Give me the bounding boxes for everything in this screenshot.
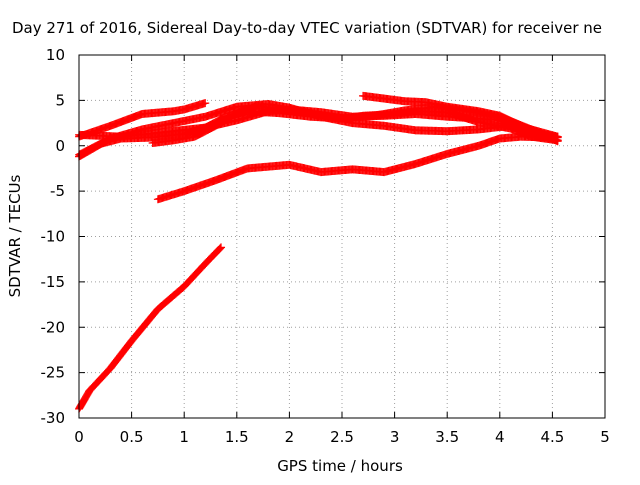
data-point <box>216 244 225 253</box>
x-tick-label: 3.5 <box>435 428 459 446</box>
x-tick-label: 2 <box>285 428 295 446</box>
y-tick-label: -15 <box>41 273 66 291</box>
y-tick-label: 5 <box>55 91 65 109</box>
data-point <box>217 243 226 252</box>
x-tick-label: 0.5 <box>120 428 144 446</box>
y-tick-label: -10 <box>41 228 66 246</box>
x-tick-label: 3 <box>390 428 400 446</box>
x-tick-label: 5 <box>600 428 610 446</box>
data-point <box>201 99 210 108</box>
series-track-1 <box>75 243 226 413</box>
x-axis-title: GPS time / hours <box>277 457 403 475</box>
data-point <box>553 133 562 142</box>
series-layer <box>75 91 562 413</box>
series-track-6 <box>148 101 562 148</box>
y-tick-label: -25 <box>41 364 66 382</box>
y-tick-label: -5 <box>50 182 65 200</box>
x-tick-label: 1 <box>179 428 189 446</box>
y-axis-title: SDTVAR / TECUs <box>6 174 24 297</box>
tick-layer: 0 0.5 1 1.5 2 2.5 3 3.5 4 4.5 5 -30 -25 -20 -15 -10 -5 0 5… <box>41 46 610 446</box>
chart-title: Day 271 of 2016, Sidereal Day-to-day VTE… <box>12 19 602 37</box>
y-tick-label: -30 <box>41 409 66 427</box>
y-tick-label: -20 <box>41 318 66 336</box>
x-tick-label: 2.5 <box>330 428 354 446</box>
y-tick-label: 0 <box>55 137 65 155</box>
x-tick-label: 0 <box>74 428 84 446</box>
y-tick-label: 10 <box>46 46 65 64</box>
x-tick-label: 4.5 <box>540 428 564 446</box>
data-point <box>215 245 224 254</box>
x-tick-label: 1.5 <box>225 428 249 446</box>
series-track-8 <box>153 132 562 204</box>
x-tick-label: 4 <box>495 428 505 446</box>
